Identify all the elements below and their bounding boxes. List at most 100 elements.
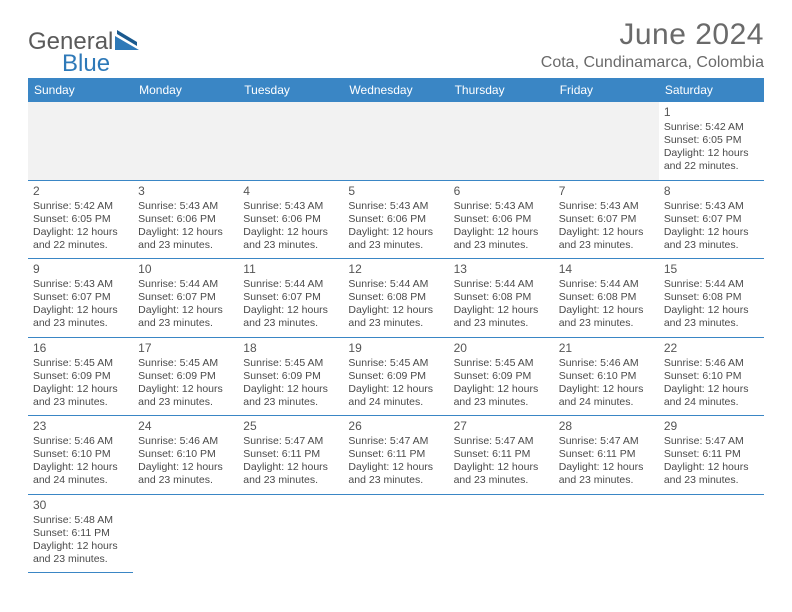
calendar-cell-6: 6Sunrise: 5:43 AMSunset: 6:06 PMDaylight… [449,180,554,259]
daylight-line: Daylight: 12 hours and 23 minutes. [664,461,759,487]
calendar-cell-15: 15Sunrise: 5:44 AMSunset: 6:08 PMDayligh… [659,259,764,338]
day-number: 22 [664,341,759,356]
sunrise-line: Sunrise: 5:47 AM [664,435,759,448]
daylight-line: Daylight: 12 hours and 24 minutes. [664,383,759,409]
sunrise-line: Sunrise: 5:43 AM [33,278,128,291]
day-number: 12 [348,262,443,277]
sunset-line: Sunset: 6:07 PM [664,213,759,226]
day-header-friday: Friday [554,78,659,102]
day-number: 21 [559,341,654,356]
sunset-line: Sunset: 6:11 PM [33,527,128,540]
daylight-line: Daylight: 12 hours and 22 minutes. [33,226,128,252]
sunset-line: Sunset: 6:08 PM [454,291,549,304]
daylight-line: Daylight: 12 hours and 23 minutes. [348,304,443,330]
sunset-line: Sunset: 6:08 PM [559,291,654,304]
sunset-line: Sunset: 6:10 PM [138,448,233,461]
calendar-cell-22: 22Sunrise: 5:46 AMSunset: 6:10 PMDayligh… [659,337,764,416]
sunrise-line: Sunrise: 5:44 AM [454,278,549,291]
daylight-line: Daylight: 12 hours and 23 minutes. [559,226,654,252]
calendar-cell-blank [133,102,238,180]
day-number: 7 [559,184,654,199]
calendar-cell-blank [343,102,448,180]
flag-icon [115,30,143,50]
sunrise-line: Sunrise: 5:44 AM [559,278,654,291]
sunset-line: Sunset: 6:06 PM [454,213,549,226]
daylight-line: Daylight: 12 hours and 23 minutes. [348,461,443,487]
calendar-row: 9Sunrise: 5:43 AMSunset: 6:07 PMDaylight… [28,259,764,338]
calendar-cell-26: 26Sunrise: 5:47 AMSunset: 6:11 PMDayligh… [343,416,448,495]
daylight-line: Daylight: 12 hours and 23 minutes. [243,226,338,252]
sunrise-line: Sunrise: 5:43 AM [559,200,654,213]
sunset-line: Sunset: 6:10 PM [559,370,654,383]
calendar-cell-20: 20Sunrise: 5:45 AMSunset: 6:09 PMDayligh… [449,337,554,416]
calendar-row: 1Sunrise: 5:42 AMSunset: 6:05 PMDaylight… [28,102,764,180]
day-header-sunday: Sunday [28,78,133,102]
day-header-saturday: Saturday [659,78,764,102]
daylight-line: Daylight: 12 hours and 23 minutes. [664,226,759,252]
daylight-line: Daylight: 12 hours and 23 minutes. [33,304,128,330]
sunset-line: Sunset: 6:08 PM [348,291,443,304]
calendar-cell-blank [28,102,133,180]
sunset-line: Sunset: 6:09 PM [348,370,443,383]
sunrise-line: Sunrise: 5:44 AM [138,278,233,291]
calendar-cell-blank [554,494,659,573]
sunset-line: Sunset: 6:11 PM [243,448,338,461]
title-block: June 2024 Cota, Cundinamarca, Colombia [541,18,764,72]
calendar-cell-blank [554,102,659,180]
sunset-line: Sunset: 6:11 PM [348,448,443,461]
brand-part2: Blue [62,50,110,78]
calendar-cell-blank [238,102,343,180]
sunrise-line: Sunrise: 5:42 AM [664,121,759,134]
daylight-line: Daylight: 12 hours and 24 minutes. [33,461,128,487]
daylight-line: Daylight: 12 hours and 23 minutes. [454,461,549,487]
sunrise-line: Sunrise: 5:47 AM [559,435,654,448]
daylight-line: Daylight: 12 hours and 23 minutes. [138,383,233,409]
day-number: 16 [33,341,128,356]
day-number: 10 [138,262,233,277]
day-header-tuesday: Tuesday [238,78,343,102]
sunrise-line: Sunrise: 5:44 AM [664,278,759,291]
sunset-line: Sunset: 6:07 PM [138,291,233,304]
sunrise-line: Sunrise: 5:47 AM [243,435,338,448]
calendar-cell-23: 23Sunrise: 5:46 AMSunset: 6:10 PMDayligh… [28,416,133,495]
sunrise-line: Sunrise: 5:43 AM [243,200,338,213]
day-number: 30 [33,498,128,513]
day-number: 26 [348,419,443,434]
calendar-cell-21: 21Sunrise: 5:46 AMSunset: 6:10 PMDayligh… [554,337,659,416]
day-number: 24 [138,419,233,434]
day-header-row: SundayMondayTuesdayWednesdayThursdayFrid… [28,78,764,102]
sunset-line: Sunset: 6:07 PM [559,213,654,226]
daylight-line: Daylight: 12 hours and 23 minutes. [454,226,549,252]
day-number: 28 [559,419,654,434]
daylight-line: Daylight: 12 hours and 23 minutes. [454,304,549,330]
sunset-line: Sunset: 6:11 PM [559,448,654,461]
daylight-line: Daylight: 12 hours and 23 minutes. [138,304,233,330]
calendar-cell-2: 2Sunrise: 5:42 AMSunset: 6:05 PMDaylight… [28,180,133,259]
calendar-cell-28: 28Sunrise: 5:47 AMSunset: 6:11 PMDayligh… [554,416,659,495]
sunrise-line: Sunrise: 5:43 AM [138,200,233,213]
sunrise-line: Sunrise: 5:45 AM [243,357,338,370]
sunrise-line: Sunrise: 5:43 AM [454,200,549,213]
sunset-line: Sunset: 6:07 PM [33,291,128,304]
location-label: Cota, Cundinamarca, Colombia [541,54,764,72]
day-number: 3 [138,184,233,199]
calendar-cell-16: 16Sunrise: 5:45 AMSunset: 6:09 PMDayligh… [28,337,133,416]
day-number: 20 [454,341,549,356]
sunset-line: Sunset: 6:09 PM [33,370,128,383]
calendar-cell-17: 17Sunrise: 5:45 AMSunset: 6:09 PMDayligh… [133,337,238,416]
sunset-line: Sunset: 6:10 PM [664,370,759,383]
sunrise-line: Sunrise: 5:43 AM [348,200,443,213]
calendar-cell-blank [133,494,238,573]
day-number: 29 [664,419,759,434]
daylight-line: Daylight: 12 hours and 24 minutes. [348,383,443,409]
sunset-line: Sunset: 6:07 PM [243,291,338,304]
calendar-table: SundayMondayTuesdayWednesdayThursdayFrid… [28,78,764,573]
sunset-line: Sunset: 6:11 PM [664,448,759,461]
sunrise-line: Sunrise: 5:47 AM [454,435,549,448]
daylight-line: Daylight: 12 hours and 23 minutes. [33,383,128,409]
day-number: 18 [243,341,338,356]
sunset-line: Sunset: 6:09 PM [243,370,338,383]
calendar-cell-14: 14Sunrise: 5:44 AMSunset: 6:08 PMDayligh… [554,259,659,338]
day-number: 27 [454,419,549,434]
calendar-cell-19: 19Sunrise: 5:45 AMSunset: 6:09 PMDayligh… [343,337,448,416]
